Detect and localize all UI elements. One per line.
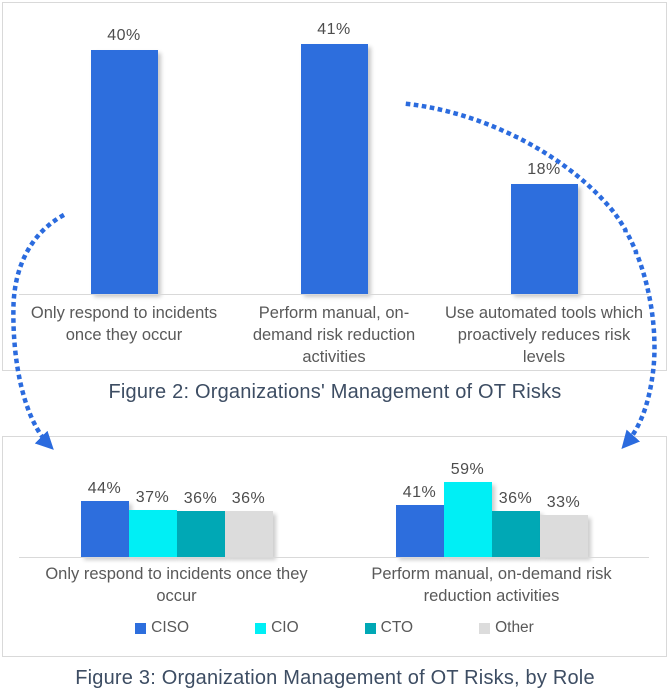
figure3-bar-ciso — [80, 501, 129, 557]
figure3-bar-column: 59% — [443, 461, 492, 557]
figure3-category-label: Only respond to incidents once they occu… — [45, 565, 308, 605]
figure3-bar-value-label: 44% — [87, 480, 122, 498]
legend-item-cto: CTO — [364, 619, 414, 637]
figure2-bar-value-label: 18% — [527, 161, 561, 179]
figure3-x-axis-line — [19, 557, 649, 558]
figure2-bar-column: 18% — [439, 3, 649, 294]
figure3-bar-column: 36% — [176, 490, 225, 557]
figure2-bar — [300, 43, 368, 294]
figure2-category-labels: Only respond to incidents once they occu… — [19, 303, 649, 368]
legend-label: Other — [495, 619, 534, 636]
figure3-bar-value-label: 37% — [135, 489, 170, 507]
legend-item-cio: CIO — [255, 619, 299, 637]
figure3-bar-column: 44% — [80, 480, 129, 557]
legend-label: CTO — [380, 619, 414, 636]
figure2-category-label: Only respond to incidents once they occu… — [30, 304, 218, 344]
figure3-bar-value-label: 36% — [498, 490, 533, 508]
legend-item-other: Other — [479, 619, 534, 637]
figure2-panel: 40% 41% 18% Only respond to incidents once… — [2, 2, 667, 371]
figure3-bar-cio — [443, 482, 492, 557]
legend-swatch-icon — [479, 622, 491, 634]
figure3-category-labels: Only respond to incidents once they occu… — [19, 564, 649, 608]
legend-swatch-icon — [364, 622, 376, 634]
figure3-panel: 44% 37% 36% 36% 41% 59% 36% 33% Only respond to… — [2, 436, 667, 657]
figure2-caption: Figure 2: Organizations' Management of O… — [108, 381, 562, 403]
figure3-plot: 44% 37% 36% 36% 41% 59% 36% 33% — [19, 437, 649, 557]
figure2-plot: 40% 41% 18% — [19, 3, 649, 294]
legend-label: CISO — [151, 619, 190, 636]
figure2-bar-value-label: 41% — [317, 20, 351, 38]
figure2-category-label: Use automated tools which proactively re… — [444, 304, 644, 366]
figure3-bar-column: 33% — [539, 494, 588, 557]
figure3-bar-value-label: 36% — [231, 490, 266, 508]
figure3-bar-value-label: 33% — [546, 494, 581, 512]
figure3-bar-column: 41% — [395, 483, 444, 557]
figure3-caption: Figure 3: Organization Management of OT … — [75, 667, 595, 689]
figure3-bar-group: 41% 59% 36% 33% — [334, 437, 649, 557]
figure2-bar — [90, 50, 158, 294]
figure3-bar-value-label: 59% — [450, 461, 485, 479]
figure3-bar-column: 36% — [491, 490, 540, 557]
figure3-bar-cto — [491, 511, 540, 557]
figure2-bar-value-label: 40% — [107, 27, 141, 44]
figure3-bar-ciso — [395, 504, 444, 557]
figure3-bar-value-label: 41% — [402, 483, 437, 501]
legend-swatch-icon — [255, 622, 267, 634]
figure2-bar-column: 41% — [229, 3, 439, 294]
figure3-bar-cto — [176, 511, 225, 557]
figure3-bar-group: 44% 37% 36% 36% — [19, 437, 334, 557]
figure3-bar-cio — [128, 510, 177, 557]
figure3-bar-column: 36% — [224, 490, 273, 557]
figure2-category-label: Perform manual, on-demand risk reduction… — [252, 304, 416, 366]
figure2-bar — [510, 184, 578, 294]
legend-swatch-icon — [135, 622, 147, 634]
figure3-bar-value-label: 36% — [183, 490, 218, 508]
figure3-bar-other — [539, 515, 588, 557]
figure3-category-label: Perform manual, on-demand risk reduction… — [371, 565, 612, 605]
figure3-bar-other — [224, 511, 273, 557]
figure3-legend: CISO CIO CTO Other — [3, 619, 666, 637]
legend-label: CIO — [271, 619, 299, 636]
figure2-bar-column: 40% — [19, 3, 229, 294]
legend-item-ciso: CISO — [135, 619, 189, 637]
figure3-bar-column: 37% — [128, 489, 177, 557]
figure2-x-axis-line — [19, 294, 649, 295]
